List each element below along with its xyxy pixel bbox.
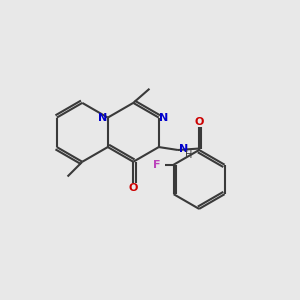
Text: N: N — [179, 143, 189, 154]
Text: N: N — [98, 112, 107, 123]
Text: O: O — [194, 117, 204, 127]
Text: F: F — [153, 160, 160, 170]
Text: N: N — [160, 112, 169, 123]
Text: O: O — [129, 183, 138, 193]
Text: H: H — [185, 150, 193, 160]
